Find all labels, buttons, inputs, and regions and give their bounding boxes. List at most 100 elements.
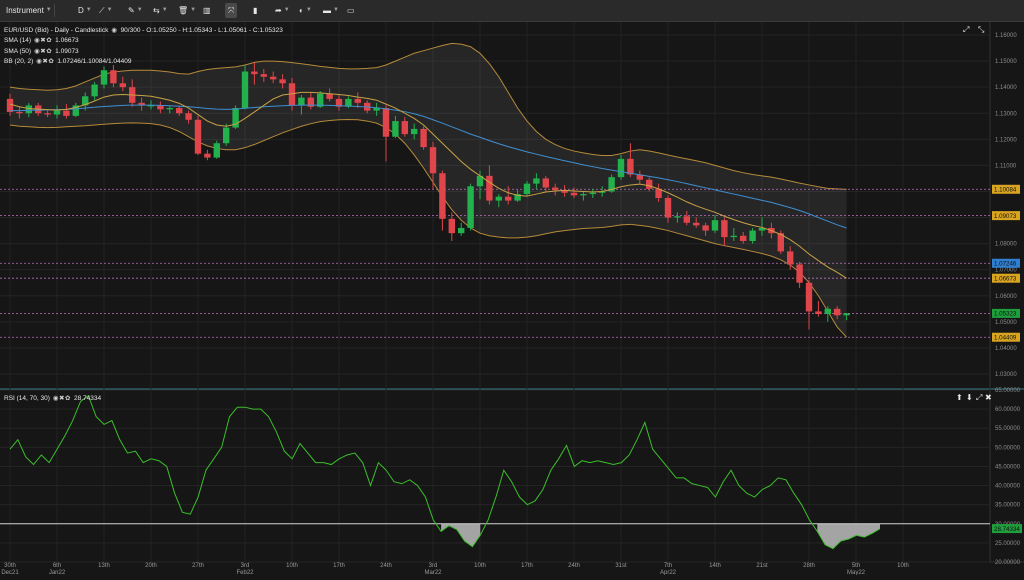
- candle-body: [711, 220, 719, 231]
- toolbar-divider: [54, 4, 55, 17]
- candle-body: [589, 192, 596, 195]
- indicators-icon: ⇆: [153, 6, 160, 15]
- expand-pane-icon[interactable]: ⤢: [963, 25, 970, 34]
- candle-body: [223, 127, 230, 144]
- x-tick-label: 21st: [756, 563, 768, 569]
- collapse-pane-icon[interactable]: ⤡: [978, 25, 985, 34]
- drawing-tools-button[interactable]: ⟋ ▼: [96, 3, 116, 18]
- y-tick-label: 1.06000: [995, 294, 1017, 300]
- candle-body: [429, 147, 437, 174]
- chevron-down-icon: ▼: [136, 7, 143, 13]
- candle-body: [495, 196, 502, 201]
- legend-sma50: SMA (50) ◉✖✿ 1.09073: [4, 47, 79, 56]
- rsi-y-tick-label: 45.00000: [995, 464, 1021, 470]
- candle-body: [354, 98, 361, 103]
- x-tick-label: 20th: [145, 563, 157, 569]
- candle-body: [6, 98, 14, 112]
- trash-button[interactable]: 🗑 ▼: [175, 3, 199, 18]
- indicator-controls-icon[interactable]: ◉✖✿: [36, 58, 55, 65]
- candle-body: [335, 98, 343, 107]
- share-button[interactable]: ➦ ▼: [272, 3, 293, 18]
- move-up-icon[interactable]: ⬆: [956, 393, 963, 402]
- candle-body: [448, 218, 455, 234]
- rsi-y-tick-label: 35.00000: [995, 503, 1021, 509]
- layout-button[interactable]: ▥: [200, 3, 214, 18]
- candle-body: [91, 84, 98, 97]
- candle-body: [805, 282, 813, 312]
- pencil-icon: ✎: [128, 6, 135, 15]
- candle-body: [241, 71, 249, 109]
- rsi-value: 28.74334: [73, 394, 102, 402]
- bar-chart-button[interactable]: ▮: [250, 3, 260, 18]
- candle-body: [176, 108, 183, 114]
- x-tick-label: 24th: [568, 563, 580, 569]
- indicator-controls-icon[interactable]: ◉✖✿: [34, 37, 53, 44]
- candle-body: [486, 175, 493, 201]
- drawing-tools-icon: ⟋: [99, 6, 105, 15]
- candle-body: [213, 143, 220, 158]
- chart-area[interactable]: 30th Dec21 6th Jan22 13th 20th 27th 3rd Feb22 10t…: [0, 22, 1024, 576]
- rsi-y-tick-label: 20.00000: [995, 560, 1021, 566]
- move-down-icon[interactable]: ⬇: [966, 393, 973, 402]
- rsi-pane-bg: [0, 390, 1024, 562]
- indicator-controls-icon[interactable]: ◉✖✿: [34, 48, 53, 55]
- sma50-value: 1.09073: [55, 47, 79, 55]
- indicator-controls-icon[interactable]: ◉✖✿: [52, 395, 71, 402]
- bb-upper-line: [9, 42, 847, 190]
- x-tick-month-label: Feb22: [236, 570, 254, 575]
- timeframe-menu[interactable]: D ▼: [78, 3, 92, 18]
- candle-body: [298, 97, 305, 106]
- price-label: 1.09073: [994, 213, 1017, 220]
- chevron-down-icon: ▼: [106, 7, 113, 13]
- candle-body: [505, 196, 512, 201]
- candle-body: [326, 93, 333, 99]
- y-tick-label: 1.05000: [995, 320, 1017, 326]
- instrument-menu[interactable]: Instrument ▼: [6, 3, 52, 18]
- candle-body: [646, 179, 653, 189]
- chevron-down-icon: ▼: [333, 7, 339, 13]
- candle-body: [824, 308, 831, 314]
- flag-button[interactable]: ▬ ▼: [320, 3, 342, 18]
- close-pane-icon[interactable]: ✖: [985, 393, 992, 402]
- indicators-button[interactable]: ⇆ ▼: [150, 3, 171, 18]
- candle-body: [110, 70, 117, 84]
- fullscreen-button[interactable]: ⤧: [225, 3, 238, 18]
- sma14-line: [9, 91, 847, 279]
- x-tick-label: 3rd: [241, 563, 250, 569]
- rsi-oversold-fill: [441, 523, 481, 547]
- rsi-oversold-fill: [817, 523, 880, 549]
- x-tick-label: 24th: [380, 563, 392, 569]
- flag-icon: ▬: [323, 6, 331, 15]
- candle-body: [401, 121, 408, 135]
- x-tick-month-label: Dec21: [1, 570, 19, 575]
- expand-pane-icon[interactable]: ⤢: [976, 393, 983, 402]
- legend-instrument: EUR/USD (Bid) - Daily - Candlestick ◉ 90…: [4, 26, 283, 35]
- price-label: 1.10084: [994, 187, 1017, 194]
- candle-body: [382, 108, 390, 137]
- instrument-label: Instrument: [6, 6, 44, 15]
- candle-body: [533, 178, 540, 184]
- candle-body: [251, 71, 258, 75]
- candle-body: [232, 108, 239, 128]
- x-tick-label: 17th: [333, 563, 345, 569]
- theme-button[interactable]: ◐ ▼: [296, 3, 315, 18]
- x-tick-label: 10th: [474, 563, 486, 569]
- visibility-icon[interactable]: ◉: [111, 27, 118, 34]
- window-button[interactable]: ▭: [344, 3, 358, 18]
- ohlc-values: 90/300 - O:1.05250 - H:1.05343 - L:1.050…: [120, 26, 283, 34]
- candle-body: [138, 102, 145, 106]
- candle-body: [815, 311, 822, 314]
- candle-body: [542, 178, 549, 188]
- price-label-bg: [992, 184, 1020, 194]
- candle-body: [608, 177, 615, 192]
- pencil-button[interactable]: ✎ ▼: [125, 3, 146, 18]
- sma50-line: [10, 104, 847, 229]
- x-tick-label: 31st: [615, 563, 627, 569]
- candle-body: [420, 128, 427, 148]
- layout-icon: ▥: [203, 6, 211, 15]
- candle-body: [758, 227, 766, 231]
- candle-body: [664, 197, 672, 218]
- bollinger-band-fill: [10, 43, 847, 338]
- chevron-down-icon: ▼: [283, 7, 290, 13]
